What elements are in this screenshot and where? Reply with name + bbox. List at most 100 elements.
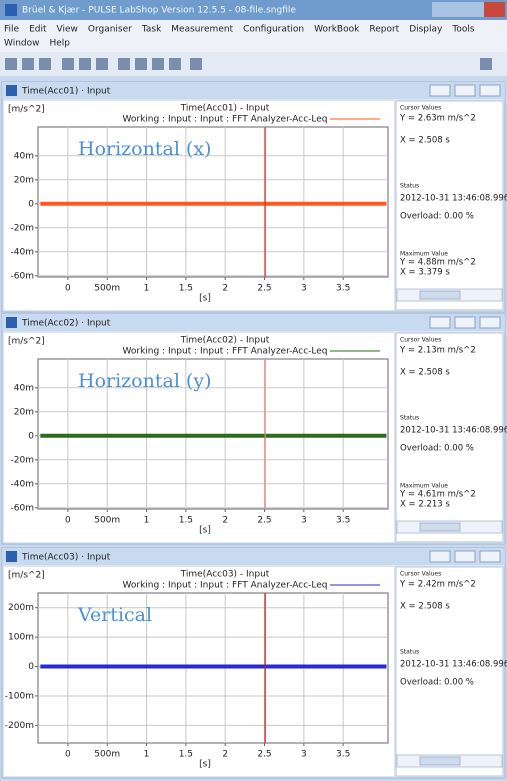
app-window: Brüel & Kjær - PULSE LabShop Version 12.… xyxy=(0,0,507,781)
panel-icon xyxy=(6,85,17,96)
info-heading: Cursor Values xyxy=(400,105,441,112)
tool-icon[interactable] xyxy=(152,58,164,70)
x-tick-label: 1 xyxy=(144,750,150,760)
x-axis-label: [s] xyxy=(199,294,211,304)
annotation: Vertical xyxy=(77,604,152,626)
panel-button[interactable] xyxy=(430,551,450,562)
menu-item[interactable]: WorkBook xyxy=(314,25,360,35)
info-heading: Status xyxy=(400,415,419,422)
x-tick-label: 500m xyxy=(94,516,120,526)
y-axis-label: [m/s^2] xyxy=(8,571,45,581)
x-tick-label: 2.5 xyxy=(257,750,271,760)
status-time: 2012-10-31 13:46:08.996 xyxy=(400,660,507,670)
chart-subtitle: Working : Input : Input : FFT Analyzer-A… xyxy=(122,347,327,357)
panel-button[interactable] xyxy=(430,317,450,328)
x-tick-label: 0 xyxy=(65,750,71,760)
y-tick-label: -40m xyxy=(11,479,34,489)
toolbar xyxy=(0,52,507,76)
panel-button[interactable] xyxy=(455,317,475,328)
chart-title: Time(Acc02) - Input xyxy=(180,336,270,346)
x-tick-label: 0 xyxy=(65,516,71,526)
y-tick-label: 20m xyxy=(14,407,34,417)
y-axis-label: [m/s^2] xyxy=(8,105,45,115)
y-tick-label: -60m xyxy=(11,503,34,513)
y-tick-label: 20m xyxy=(14,175,34,185)
annotation: Horizontal (x) xyxy=(78,138,211,160)
tool-icon[interactable] xyxy=(79,58,91,70)
y-tick-label: -40m xyxy=(11,247,34,257)
status-time: 2012-10-31 13:46:08.996 xyxy=(400,426,507,436)
tool-icon[interactable] xyxy=(39,58,51,70)
x-tick-label: 500m xyxy=(94,750,120,760)
y-tick-label: 200m xyxy=(8,603,34,613)
y-tick-label: -20m xyxy=(11,455,34,465)
menu-item[interactable]: File xyxy=(4,25,20,35)
chart-title: Time(Acc03) - Input xyxy=(180,570,270,580)
cursor-y: Y = 2.42m m/s^2 xyxy=(399,580,476,590)
close-button[interactable] xyxy=(484,2,505,17)
tool-icon[interactable] xyxy=(118,58,130,70)
x-tick-label: 3.5 xyxy=(336,516,350,526)
panel-icon xyxy=(6,551,17,562)
y-tick-label: 100m xyxy=(8,633,34,643)
x-axis-label: [s] xyxy=(199,760,211,770)
scroll-thumb[interactable] xyxy=(420,757,460,765)
tool-icon[interactable] xyxy=(190,58,202,70)
menu-item[interactable]: Organiser xyxy=(88,25,132,35)
x-tick-label: 2 xyxy=(222,284,228,294)
x-tick-label: 1.5 xyxy=(179,284,193,294)
info-heading: Cursor Values xyxy=(400,337,441,344)
chart-subtitle: Working : Input : Input : FFT Analyzer-A… xyxy=(122,115,327,125)
panel-button[interactable] xyxy=(480,317,500,328)
menu-item[interactable]: Task xyxy=(141,25,162,35)
tool-icon[interactable] xyxy=(135,58,147,70)
panel-button[interactable] xyxy=(430,85,450,96)
scroll-thumb[interactable] xyxy=(420,523,460,531)
y-tick-label: 0 xyxy=(28,431,34,441)
tool-icon[interactable] xyxy=(5,58,17,70)
tool-icon[interactable] xyxy=(169,58,181,70)
max-x: X = 3.379 s xyxy=(400,268,450,278)
menu-item[interactable]: Tools xyxy=(451,25,474,35)
overload: Overload: 0.00 % xyxy=(400,212,474,222)
panel-icon xyxy=(6,317,17,328)
chart-subtitle: Working : Input : Input : FFT Analyzer-A… xyxy=(122,581,327,591)
menu-item[interactable]: Edit xyxy=(29,25,47,35)
info-pane xyxy=(396,333,503,542)
info-pane xyxy=(396,101,503,310)
annotation: Horizontal (y) xyxy=(78,370,212,392)
panel-button[interactable] xyxy=(455,85,475,96)
x-tick-label: 2.5 xyxy=(257,516,271,526)
maximize-button[interactable] xyxy=(458,2,484,17)
menu-item[interactable]: Report xyxy=(369,25,399,35)
y-tick-label: -60m xyxy=(11,271,34,281)
menu-item[interactable]: Measurement xyxy=(171,25,233,35)
menu-item[interactable]: Configuration xyxy=(243,25,304,35)
menu-item[interactable]: View xyxy=(57,25,78,35)
info-heading: Status xyxy=(400,183,419,190)
tool-icon[interactable] xyxy=(22,58,34,70)
x-tick-label: 500m xyxy=(94,284,120,294)
menu-item[interactable]: Help xyxy=(50,39,71,49)
minimize-button[interactable] xyxy=(432,2,458,17)
x-tick-label: 1 xyxy=(144,284,150,294)
panel-button[interactable] xyxy=(455,551,475,562)
x-tick-label: 1.5 xyxy=(179,516,193,526)
panel-button[interactable] xyxy=(480,551,500,562)
cursor-x: X = 2.508 s xyxy=(400,368,450,378)
info-heading: Maximum Value xyxy=(400,483,448,490)
menu-item[interactable]: Display xyxy=(409,25,443,35)
max-y: Y = 4.61m m/s^2 xyxy=(399,490,476,500)
tool-icon[interactable] xyxy=(480,58,492,70)
menu-item[interactable]: Window xyxy=(4,39,40,49)
y-tick-label: 40m xyxy=(14,151,34,161)
x-tick-label: 3 xyxy=(301,516,307,526)
tool-icon[interactable] xyxy=(96,58,108,70)
panel-button[interactable] xyxy=(480,85,500,96)
tool-icon[interactable] xyxy=(62,58,74,70)
x-tick-label: 3.5 xyxy=(336,750,350,760)
panel-title: Time(Acc03) · Input xyxy=(21,553,111,563)
window-title: Brüel & Kjær - PULSE LabShop Version 12.… xyxy=(22,6,296,16)
scroll-thumb[interactable] xyxy=(420,291,460,299)
cursor-x: X = 2.508 s xyxy=(400,602,450,612)
